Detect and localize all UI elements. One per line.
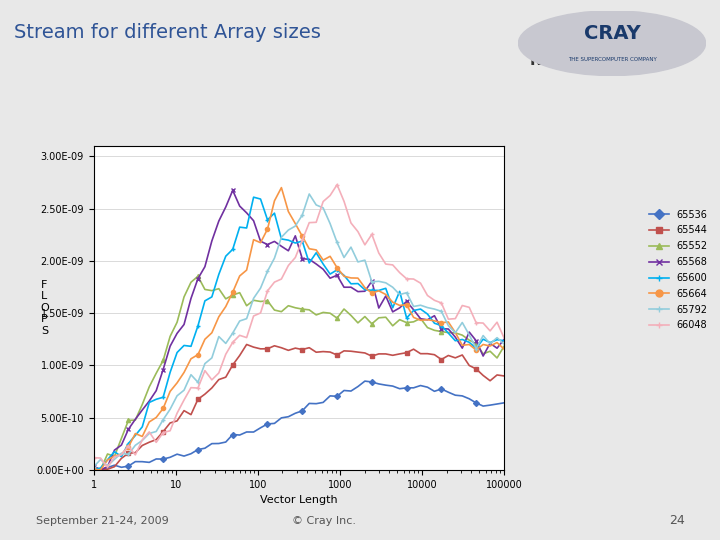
Legend: 65536, 65544, 65552, 65568, 65600, 65664, 65792, 66048: 65536, 65544, 65552, 65568, 65600, 65664… [645, 206, 711, 334]
Text: 24: 24 [670, 514, 685, 527]
Text: © Cray Inc.: © Cray Inc. [292, 516, 356, 526]
X-axis label: Vector Length: Vector Length [260, 495, 338, 505]
Text: CRAY: CRAY [584, 24, 640, 43]
Text: THE SUPERCOMPUTER COMPANY: THE SUPERCOMPUTER COMPANY [567, 57, 657, 62]
Text: F
L
O
P
S: F L O P S [40, 280, 49, 336]
Text: September 21-24, 2009: September 21-24, 2009 [36, 516, 168, 526]
Ellipse shape [518, 11, 706, 76]
Text: N: N [529, 53, 542, 68]
Text: Stream for different Array sizes: Stream for different Array sizes [14, 23, 321, 42]
